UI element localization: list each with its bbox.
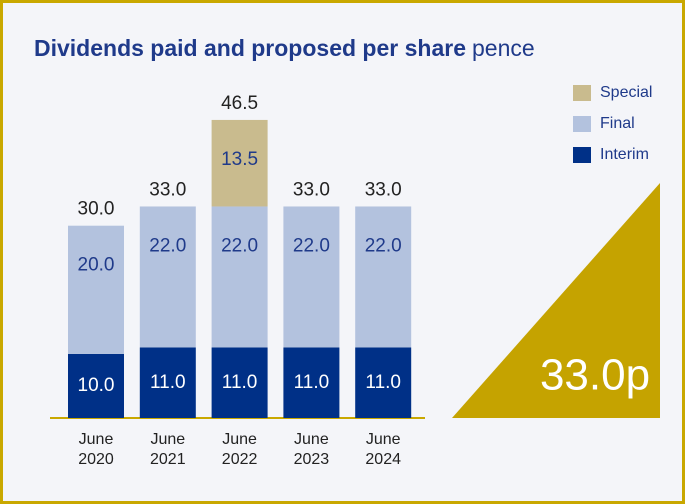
x-tick-label: June 2024 bbox=[365, 431, 401, 468]
total-label: 33.0 bbox=[149, 179, 186, 200]
highlight: 33.0p bbox=[540, 351, 650, 400]
legend-swatch bbox=[573, 85, 591, 101]
total-label: 33.0 bbox=[293, 179, 330, 200]
value-label: 22.0 bbox=[221, 235, 258, 256]
value-label: 13.5 bbox=[221, 149, 258, 170]
value-label: 20.0 bbox=[78, 255, 115, 276]
triangle bbox=[452, 183, 660, 418]
legend-label: Final bbox=[600, 115, 635, 132]
bar-segment bbox=[139, 347, 196, 418]
bar-segment bbox=[139, 206, 196, 348]
total-label: 30.0 bbox=[78, 199, 115, 220]
value-label: 11.0 bbox=[222, 372, 258, 393]
bar-segment bbox=[283, 347, 340, 418]
value-label: 11.0 bbox=[294, 372, 330, 393]
bar-segment bbox=[211, 206, 268, 348]
x-tick-label: June 2021 bbox=[150, 431, 186, 468]
unit: pence bbox=[472, 35, 535, 61]
x-tick-label: June 2022 bbox=[221, 431, 258, 468]
total-label: 33.0 bbox=[365, 179, 402, 200]
bar-segment bbox=[355, 347, 412, 418]
value-label: 11.0 bbox=[365, 372, 401, 393]
bar-segment bbox=[68, 353, 124, 418]
value-label: 22.0 bbox=[293, 235, 330, 256]
legend-swatch bbox=[573, 147, 591, 163]
total-label: 46.5 bbox=[221, 93, 258, 114]
bar-segment bbox=[211, 119, 268, 207]
bar-segment bbox=[283, 206, 340, 348]
value-label: 22.0 bbox=[365, 235, 402, 256]
bar-segment bbox=[211, 347, 268, 418]
x-tick-label: June 2020 bbox=[78, 431, 114, 468]
bar-segment bbox=[355, 206, 412, 348]
value-label: 10.0 bbox=[78, 375, 115, 396]
legend-swatch bbox=[573, 116, 591, 132]
bar-segment bbox=[68, 225, 124, 354]
title: Dividends paid and proposed per share bbox=[34, 35, 466, 61]
value-label: 11.0 bbox=[150, 372, 186, 393]
x-tick-label: June 2023 bbox=[293, 431, 330, 468]
legend-label: Interim bbox=[600, 146, 649, 163]
value-label: 22.0 bbox=[149, 235, 186, 256]
chart-title: Dividends paid and proposed per share pen… bbox=[34, 35, 535, 61]
legend-label: Special bbox=[600, 84, 652, 101]
